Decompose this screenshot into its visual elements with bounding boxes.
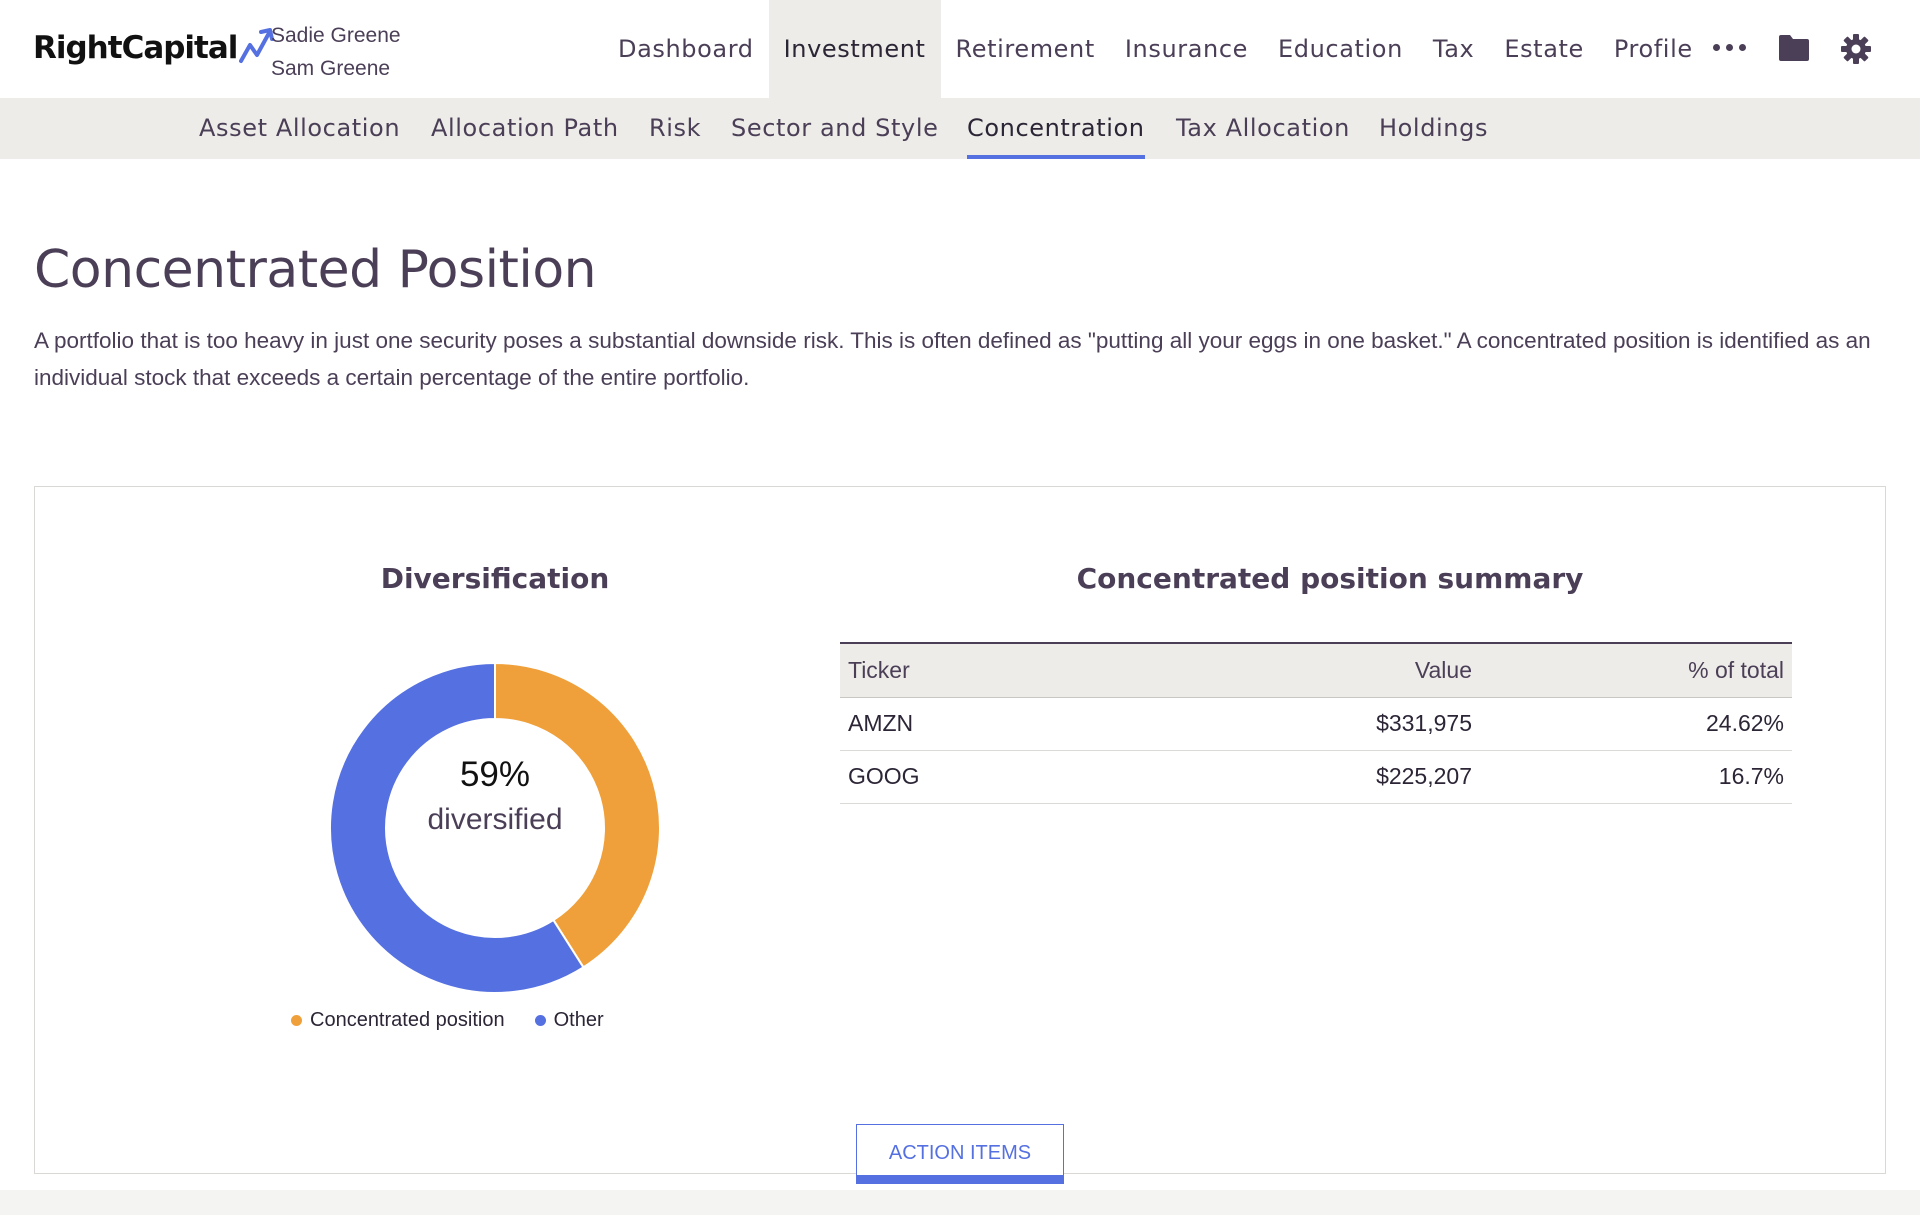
page-title: Concentrated Position xyxy=(34,240,597,300)
legend-item-other[interactable]: Other xyxy=(534,1009,604,1032)
concentration-card: Diversification 59% diversified Concentr… xyxy=(34,486,1886,1174)
table-row: GOOG $225,207 16.7% xyxy=(840,750,1792,804)
nav-estate[interactable]: Estate xyxy=(1504,35,1584,63)
action-items-button[interactable]: ACTION ITEMS xyxy=(856,1124,1064,1184)
nav-investment[interactable]: Investment xyxy=(768,0,941,98)
diversified-label: diversified xyxy=(427,803,563,836)
nav-retirement[interactable]: Retirement xyxy=(955,35,1095,63)
column-header-value: Value xyxy=(1280,642,1480,698)
client-name-1: Sadie Greene xyxy=(271,24,401,47)
main-nav: Dashboard Investment Retirement Insuranc… xyxy=(603,0,1708,98)
subnav-risk[interactable]: Risk xyxy=(649,114,702,142)
top-header: RightCapital Sadie Greene Sam Greene Das… xyxy=(0,0,1920,98)
column-header-ticker: Ticker xyxy=(840,642,1280,698)
summary-title: Concentrated position summary xyxy=(1076,562,1584,595)
subnav-concentration[interactable]: Concentration xyxy=(967,98,1145,159)
subnav-asset-allocation[interactable]: Asset Allocation xyxy=(199,114,401,142)
brand-name: RightCapital xyxy=(33,30,238,66)
legend-label-other: Other xyxy=(553,1009,604,1031)
legend-dot-other xyxy=(534,1015,546,1026)
donut-slice-concentrated-position[interactable] xyxy=(494,661,661,969)
table-header-row: Ticker Value % of total xyxy=(840,642,1792,698)
sub-nav: Asset Allocation Allocation Path Risk Se… xyxy=(0,98,1920,159)
concentrated-position-table: Ticker Value % of total AMZN $331,975 24… xyxy=(840,642,1792,804)
cell-percent: 24.62% xyxy=(1480,697,1792,751)
subnav-holdings[interactable]: Holdings xyxy=(1379,114,1489,142)
cell-ticker: AMZN xyxy=(840,697,1280,751)
diversification-title: Diversification xyxy=(380,562,610,595)
client-name-2: Sam Greene xyxy=(271,57,391,80)
table-row: AMZN $331,975 24.62% xyxy=(840,697,1792,751)
cell-ticker: GOOG xyxy=(840,750,1280,804)
page-bottom-strip xyxy=(0,1190,1920,1215)
folder-icon[interactable] xyxy=(1777,33,1811,63)
client-names[interactable]: Sadie Greene Sam Greene xyxy=(271,19,401,85)
subnav-sector-and-style[interactable]: Sector and Style xyxy=(731,114,939,142)
trend-arrow-icon xyxy=(239,28,275,63)
nav-education[interactable]: Education xyxy=(1278,35,1403,63)
nav-insurance[interactable]: Insurance xyxy=(1124,35,1249,63)
diversified-percent: 59% xyxy=(459,755,531,794)
legend-label-concentrated: Concentrated position xyxy=(310,1009,505,1031)
legend-item-concentrated[interactable]: Concentrated position xyxy=(291,1009,505,1032)
page-description: A portfolio that is too heavy in just on… xyxy=(34,328,1871,390)
subnav-tax-allocation[interactable]: Tax Allocation xyxy=(1176,114,1350,142)
cell-value: $225,207 xyxy=(1280,750,1480,804)
more-icon[interactable] xyxy=(1713,44,1746,51)
brand-logo[interactable]: RightCapital xyxy=(33,28,281,66)
nav-dashboard[interactable]: Dashboard xyxy=(618,35,754,63)
cell-percent: 16.7% xyxy=(1480,750,1792,804)
legend-dot-concentrated xyxy=(291,1015,302,1026)
chart-legend: Concentrated position Other xyxy=(291,1009,604,1032)
column-header-percent: % of total xyxy=(1480,642,1792,698)
cell-value: $331,975 xyxy=(1280,697,1480,751)
diversification-donut-chart xyxy=(329,661,661,994)
subnav-allocation-path[interactable]: Allocation Path xyxy=(431,114,619,142)
donut-slice-other[interactable] xyxy=(329,661,585,994)
nav-profile[interactable]: Profile xyxy=(1613,35,1693,63)
gear-icon[interactable] xyxy=(1840,33,1872,65)
nav-tax[interactable]: Tax xyxy=(1432,35,1475,63)
donut-center: 59% diversified xyxy=(363,755,627,837)
